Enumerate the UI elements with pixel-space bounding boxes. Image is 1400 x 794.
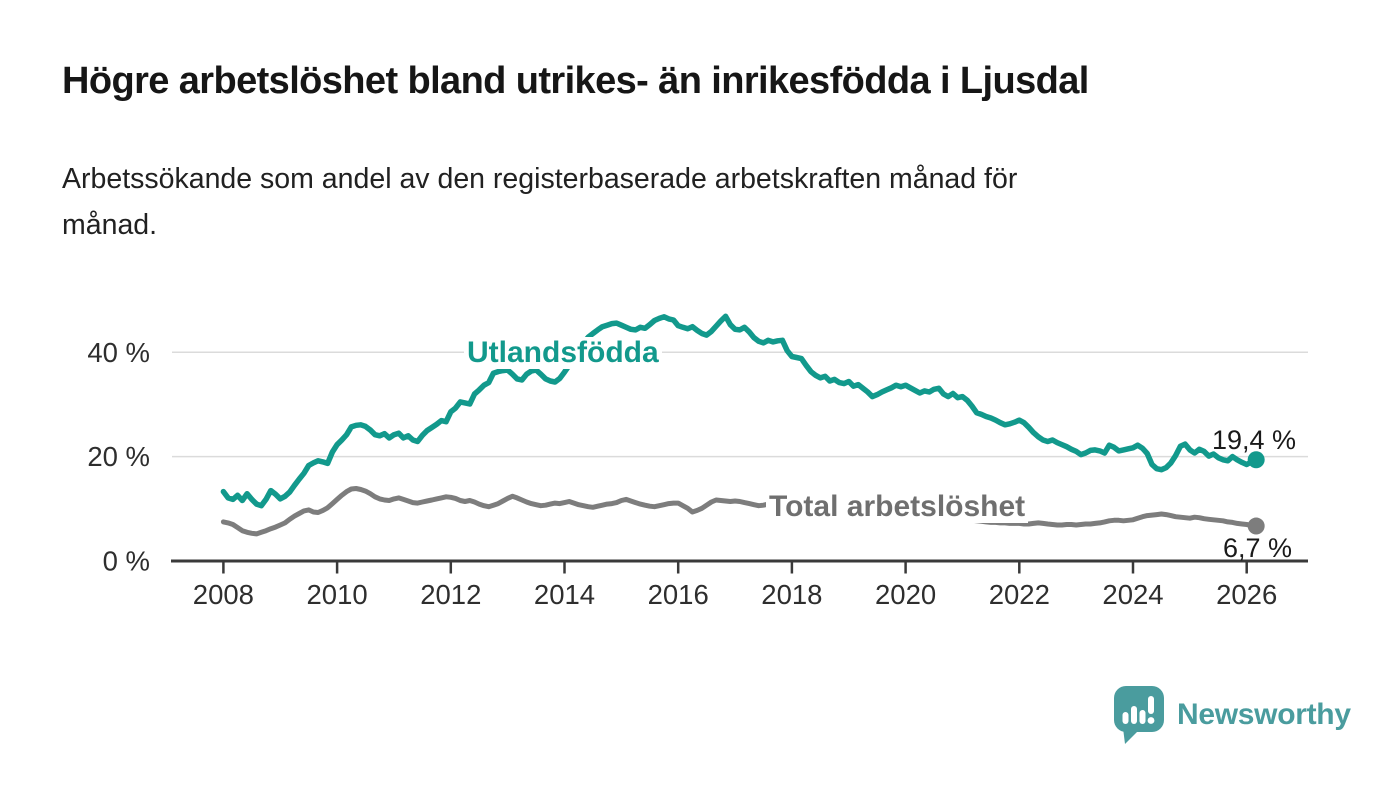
end-value-label-utlandsfodda: 19,4 % (1211, 425, 1296, 455)
x-tick-label-2018: 2018 (761, 579, 822, 610)
page-title: Högre arbetslöshet bland utrikes- än inr… (62, 60, 1089, 102)
x-tick-label-2022: 2022 (989, 579, 1050, 610)
y-tick-label-0: 0 % (103, 546, 150, 577)
x-tick-label-2020: 2020 (875, 579, 936, 610)
subtitle-line-1: Arbetssökande som andel av den registerb… (62, 163, 1018, 195)
series-line-total (220, 486, 1259, 537)
y-tick-label-40: 40 % (87, 337, 150, 368)
x-tick-label-2014: 2014 (534, 579, 595, 610)
series-label-total-arbetsloshet: Total arbetslöshet (766, 491, 1029, 523)
x-tick-label-2024: 2024 (1102, 579, 1163, 610)
end-value-label-total: 6,7 % (1222, 533, 1292, 563)
series-end-dot-total (1247, 517, 1265, 535)
page-subtitle: Arbetssökande som andel av den registerb… (62, 156, 1302, 248)
newsworthy-branding: Newsworthy (1114, 686, 1351, 744)
x-tick-label-2010: 2010 (307, 579, 368, 610)
x-tick-label-2008: 2008 (193, 579, 254, 610)
x-tick-label-2016: 2016 (648, 579, 709, 610)
x-tick-label-2012: 2012 (420, 579, 481, 610)
series-line-utlandsfodda (220, 313, 1259, 509)
newsworthy-logo-icon (1114, 686, 1164, 744)
series-end-dot-utlandsfodda (1247, 451, 1265, 469)
x-tick-label-2026: 2026 (1216, 579, 1277, 610)
y-tick-label-20: 20 % (87, 441, 150, 472)
subtitle-line-2: månad. (62, 209, 158, 241)
series-label-utlandsfodda: Utlandsfödda (464, 337, 662, 369)
newsworthy-wordmark: Newsworthy (1177, 698, 1351, 731)
